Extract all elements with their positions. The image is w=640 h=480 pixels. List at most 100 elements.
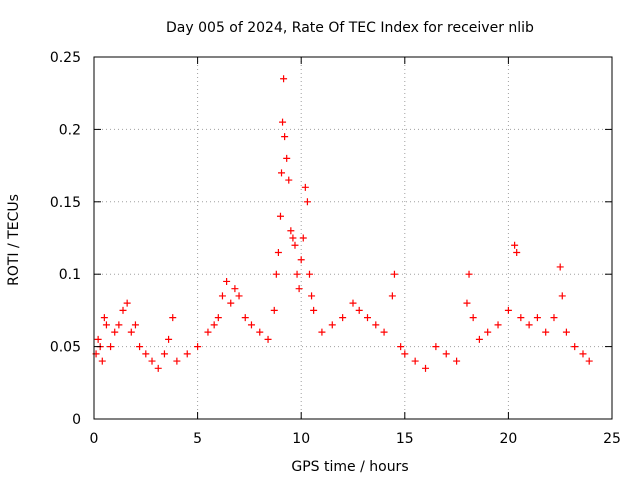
data-point: [585, 357, 593, 365]
data-point: [355, 306, 363, 314]
data-point: [280, 75, 288, 83]
data-point: [504, 306, 512, 314]
data-point: [94, 335, 102, 343]
y-tick-label: 0.1: [59, 267, 81, 283]
y-axis-label: ROTI / TECUs: [6, 194, 22, 286]
data-point: [223, 277, 231, 285]
data-point: [278, 169, 286, 177]
data-point: [281, 133, 289, 141]
data-point: [308, 292, 316, 300]
data-point: [287, 227, 295, 235]
data-point: [241, 314, 249, 322]
grid-lines: [94, 57, 612, 419]
data-point: [465, 270, 473, 278]
data-point: [204, 328, 212, 336]
data-point: [305, 270, 313, 278]
x-axis-label: GPS time / hours: [291, 459, 408, 475]
data-point: [372, 321, 380, 329]
data-point: [131, 321, 139, 329]
data-point: [227, 299, 235, 307]
data-point: [494, 321, 502, 329]
data-point: [293, 270, 301, 278]
data-point: [432, 343, 440, 351]
data-point: [119, 306, 127, 314]
data-point: [214, 314, 222, 322]
data-point: [169, 314, 177, 322]
data-point: [562, 328, 570, 336]
data-point: [111, 328, 119, 336]
data-point: [100, 314, 108, 322]
data-point: [98, 357, 106, 365]
data-point: [264, 335, 272, 343]
data-point: [289, 234, 297, 242]
data-point: [558, 292, 566, 300]
data-point: [388, 292, 396, 300]
data-point: [274, 248, 282, 256]
data-point: [297, 256, 305, 264]
x-tick-label: 15: [396, 431, 414, 447]
y-tick-label: 0.15: [50, 195, 81, 211]
data-point: [272, 270, 280, 278]
data-point: [299, 234, 307, 242]
data-point: [154, 364, 162, 372]
data-point: [571, 343, 579, 351]
data-point: [194, 343, 202, 351]
data-point: [349, 299, 357, 307]
data-point: [511, 241, 519, 249]
data-point: [303, 198, 311, 206]
data-point: [411, 357, 419, 365]
data-point: [136, 343, 144, 351]
data-point: [390, 270, 398, 278]
data-point: [513, 248, 521, 256]
data-point: [422, 364, 430, 372]
data-point: [550, 314, 558, 322]
data-point: [533, 314, 541, 322]
y-tick-label: 0.2: [59, 122, 81, 138]
data-point: [295, 285, 303, 293]
data-point: [231, 285, 239, 293]
data-point: [484, 328, 492, 336]
data-points: [92, 75, 593, 372]
data-point: [160, 350, 168, 358]
data-point: [364, 314, 372, 322]
data-point: [475, 335, 483, 343]
data-point: [183, 350, 191, 358]
data-point: [283, 154, 291, 162]
y-tick-label: 0.05: [50, 340, 81, 356]
data-point: [127, 328, 135, 336]
data-point: [339, 314, 347, 322]
data-point: [401, 350, 409, 358]
x-tick-label: 10: [292, 431, 310, 447]
data-point: [218, 292, 226, 300]
chart-title: Day 005 of 2024, Rate Of TEC Index for r…: [166, 20, 534, 36]
data-point: [173, 357, 181, 365]
data-point: [469, 314, 477, 322]
data-point: [556, 263, 564, 271]
axis-ticks: 0 5 10 15 20 25 0 0.05 0.1 0.15 0.2 0.25: [50, 50, 621, 447]
data-point: [115, 321, 123, 329]
data-point: [318, 328, 326, 336]
data-point: [210, 321, 218, 329]
data-point: [517, 314, 525, 322]
data-point: [247, 321, 255, 329]
data-point: [270, 306, 278, 314]
x-tick-label: 5: [193, 431, 202, 447]
x-tick-label: 20: [499, 431, 517, 447]
data-point: [235, 292, 243, 300]
data-point: [310, 306, 318, 314]
data-point: [542, 328, 550, 336]
y-tick-label: 0: [72, 412, 81, 428]
data-point: [107, 343, 115, 351]
data-point: [165, 335, 173, 343]
data-point: [142, 350, 150, 358]
data-point: [102, 321, 110, 329]
data-point: [279, 118, 287, 126]
data-point: [276, 212, 284, 220]
data-point: [525, 321, 533, 329]
data-point: [328, 321, 336, 329]
data-point: [148, 357, 156, 365]
data-point: [256, 328, 264, 336]
data-point: [291, 241, 299, 249]
y-tick-label: 0.25: [50, 50, 81, 66]
